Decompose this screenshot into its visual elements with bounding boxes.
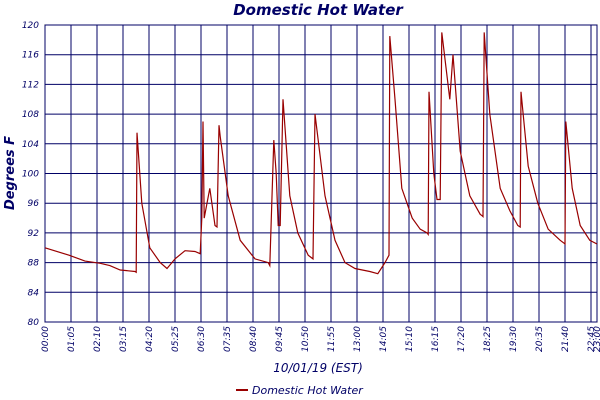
x-tick-label: 13:00 — [353, 326, 363, 352]
x-tick-label: 23:00 — [593, 326, 600, 352]
x-tick-label: 19:30 — [509, 326, 519, 352]
y-tick-label: 84 — [28, 288, 40, 298]
y-tick-label: 108 — [22, 110, 39, 120]
x-tick-label: 15:10 — [405, 326, 415, 352]
x-tick-label: 02:10 — [93, 326, 103, 352]
y-axis-label: Degrees F — [3, 136, 18, 210]
y-tick-label: 92 — [28, 229, 40, 239]
x-axis-label: 10/01/19 (EST) — [273, 361, 363, 375]
x-tick-label: 00:00 — [41, 326, 51, 352]
y-tick-label: 112 — [22, 80, 39, 90]
x-tick-label: 16:15 — [431, 326, 441, 352]
chart-title: Domestic Hot Water — [233, 1, 404, 19]
x-tick-label: 06:30 — [197, 326, 207, 352]
y-tick-label: 104 — [22, 140, 39, 150]
x-tick-label: 10:50 — [301, 326, 311, 352]
y-tick-label: 116 — [22, 51, 39, 61]
x-tick-label: 04:20 — [145, 326, 155, 352]
y-tick-label: 96 — [28, 199, 40, 209]
y-tick-label: 100 — [22, 170, 39, 180]
legend-label: Domestic Hot Water — [252, 384, 364, 397]
x-tick-label: 22:45 — [587, 326, 597, 352]
x-tick-label: 18:25 — [483, 326, 493, 352]
x-tick-label: 17:20 — [457, 326, 467, 352]
x-tick-label: 11:55 — [327, 326, 337, 352]
x-tick-label: 14:05 — [379, 326, 389, 352]
x-tick-label: 05:25 — [171, 326, 181, 352]
x-tick-label: 09:45 — [275, 326, 285, 352]
y-tick-label: 120 — [22, 21, 39, 31]
x-tick-label: 08:40 — [249, 326, 259, 352]
x-tick-label: 21:40 — [561, 326, 571, 352]
x-tick-label: 01:05 — [67, 326, 77, 352]
y-tick-label: 88 — [28, 259, 40, 269]
x-tick-label: 20:35 — [535, 326, 545, 352]
y-tick-label: 80 — [28, 318, 40, 328]
data-line — [44, 32, 598, 275]
x-tick-label: 03:15 — [119, 326, 129, 352]
x-tick-label: 07:35 — [223, 326, 233, 352]
